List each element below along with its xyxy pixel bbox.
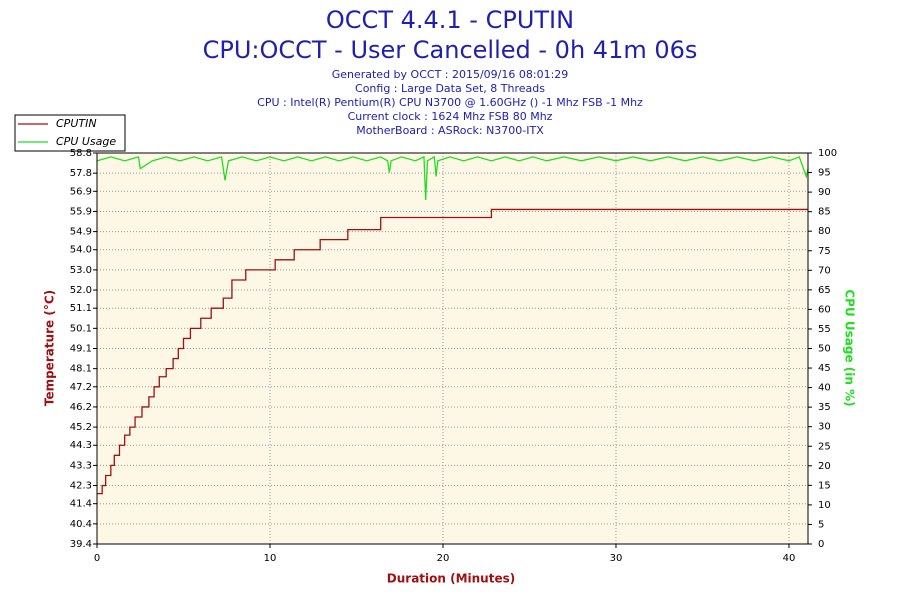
y-tick-label: 42.3 <box>70 481 92 492</box>
y-tick-label: 47.2 <box>70 382 92 393</box>
chart-title: OCCT 4.4.1 - CPUTIN <box>326 6 574 34</box>
y-tick-label: 45.2 <box>70 422 92 433</box>
y2-tick-label: 55 <box>818 324 831 335</box>
y2-tick-label: 100 <box>818 148 837 159</box>
y2-tick-label: 75 <box>818 246 831 257</box>
y-tick-label: 57.8 <box>70 168 92 179</box>
y-tick-label: 41.4 <box>70 499 92 510</box>
y-tick-label: 54.9 <box>70 227 92 238</box>
x-tick-label: 40 <box>783 553 796 564</box>
y2-tick-label: 0 <box>818 539 824 550</box>
y-tick-label: 40.4 <box>70 519 92 530</box>
x-axis-label: Duration (Minutes) <box>387 572 515 586</box>
x-tick-label: 0 <box>94 553 100 564</box>
info-line: MotherBoard : ASRock: N3700-ITX <box>356 124 544 137</box>
x-tick-label: 20 <box>437 553 450 564</box>
y-tick-label: 56.9 <box>70 186 92 197</box>
legend-box <box>14 114 126 152</box>
chart-subtitle: CPU:OCCT - User Cancelled - 0h 41m 06s <box>203 36 698 64</box>
y2-tick-label: 60 <box>818 304 831 315</box>
y-tick-label: 58.8 <box>70 148 92 159</box>
y-tick-label: 53.0 <box>70 265 92 276</box>
series-line <box>96 155 809 200</box>
y2-tick-label: 20 <box>818 461 831 472</box>
y-tick-label: 48.1 <box>70 364 92 375</box>
series-line <box>97 208 808 495</box>
y2-tick-label: 30 <box>818 422 831 433</box>
y-tick-label: 55.9 <box>70 206 92 217</box>
y-tick-label: 51.1 <box>70 303 92 314</box>
y2-tick-label: 10 <box>818 500 831 511</box>
y2-tick-label: 90 <box>818 187 831 198</box>
y2-tick-label: 5 <box>818 519 824 530</box>
y2-tick-label: 15 <box>818 480 831 491</box>
y-tick-label: 52.0 <box>70 285 92 296</box>
y2-tick-label: 95 <box>818 168 831 179</box>
y-tick-label: 46.2 <box>70 402 92 413</box>
y-tick-label: 43.3 <box>70 460 92 471</box>
info-line: Generated by OCCT : 2015/09/16 08:01:29 <box>332 68 569 81</box>
y2-tick-label: 45 <box>818 363 831 374</box>
y2-axis-label: CPU Usage (in %) <box>843 289 857 406</box>
legend-label: CPUTIN <box>56 117 97 130</box>
x-tick-label: 30 <box>610 553 623 564</box>
y2-tick-label: 35 <box>818 402 831 413</box>
y-tick-label: 44.3 <box>70 440 92 451</box>
y2-tick-label: 70 <box>818 265 831 276</box>
x-tick-label: 10 <box>264 553 277 564</box>
y-axis-label: Temperature (°C) <box>43 290 57 406</box>
y2-tick-label: 25 <box>818 441 831 452</box>
y-tick-label: 39.4 <box>70 539 92 550</box>
info-line: Current clock : 1624 Mhz FSB 80 Mhz <box>348 110 553 123</box>
y2-tick-label: 50 <box>818 344 831 355</box>
plot-area <box>97 153 808 544</box>
info-line: Config : Large Data Set, 8 Threads <box>355 82 545 95</box>
y-tick-label: 49.1 <box>70 344 92 355</box>
y-tick-label: 50.1 <box>70 323 92 334</box>
y2-tick-label: 40 <box>818 383 831 394</box>
y2-tick-label: 85 <box>818 207 831 218</box>
y2-tick-label: 80 <box>818 226 831 237</box>
plot-border <box>96 152 809 545</box>
info-line: CPU : Intel(R) Pentium(R) CPU N3700 @ 1.… <box>257 96 643 109</box>
y2-tick-label: 65 <box>818 285 831 296</box>
legend-label: CPU Usage <box>56 135 116 148</box>
y-tick-label: 54.0 <box>70 245 92 256</box>
